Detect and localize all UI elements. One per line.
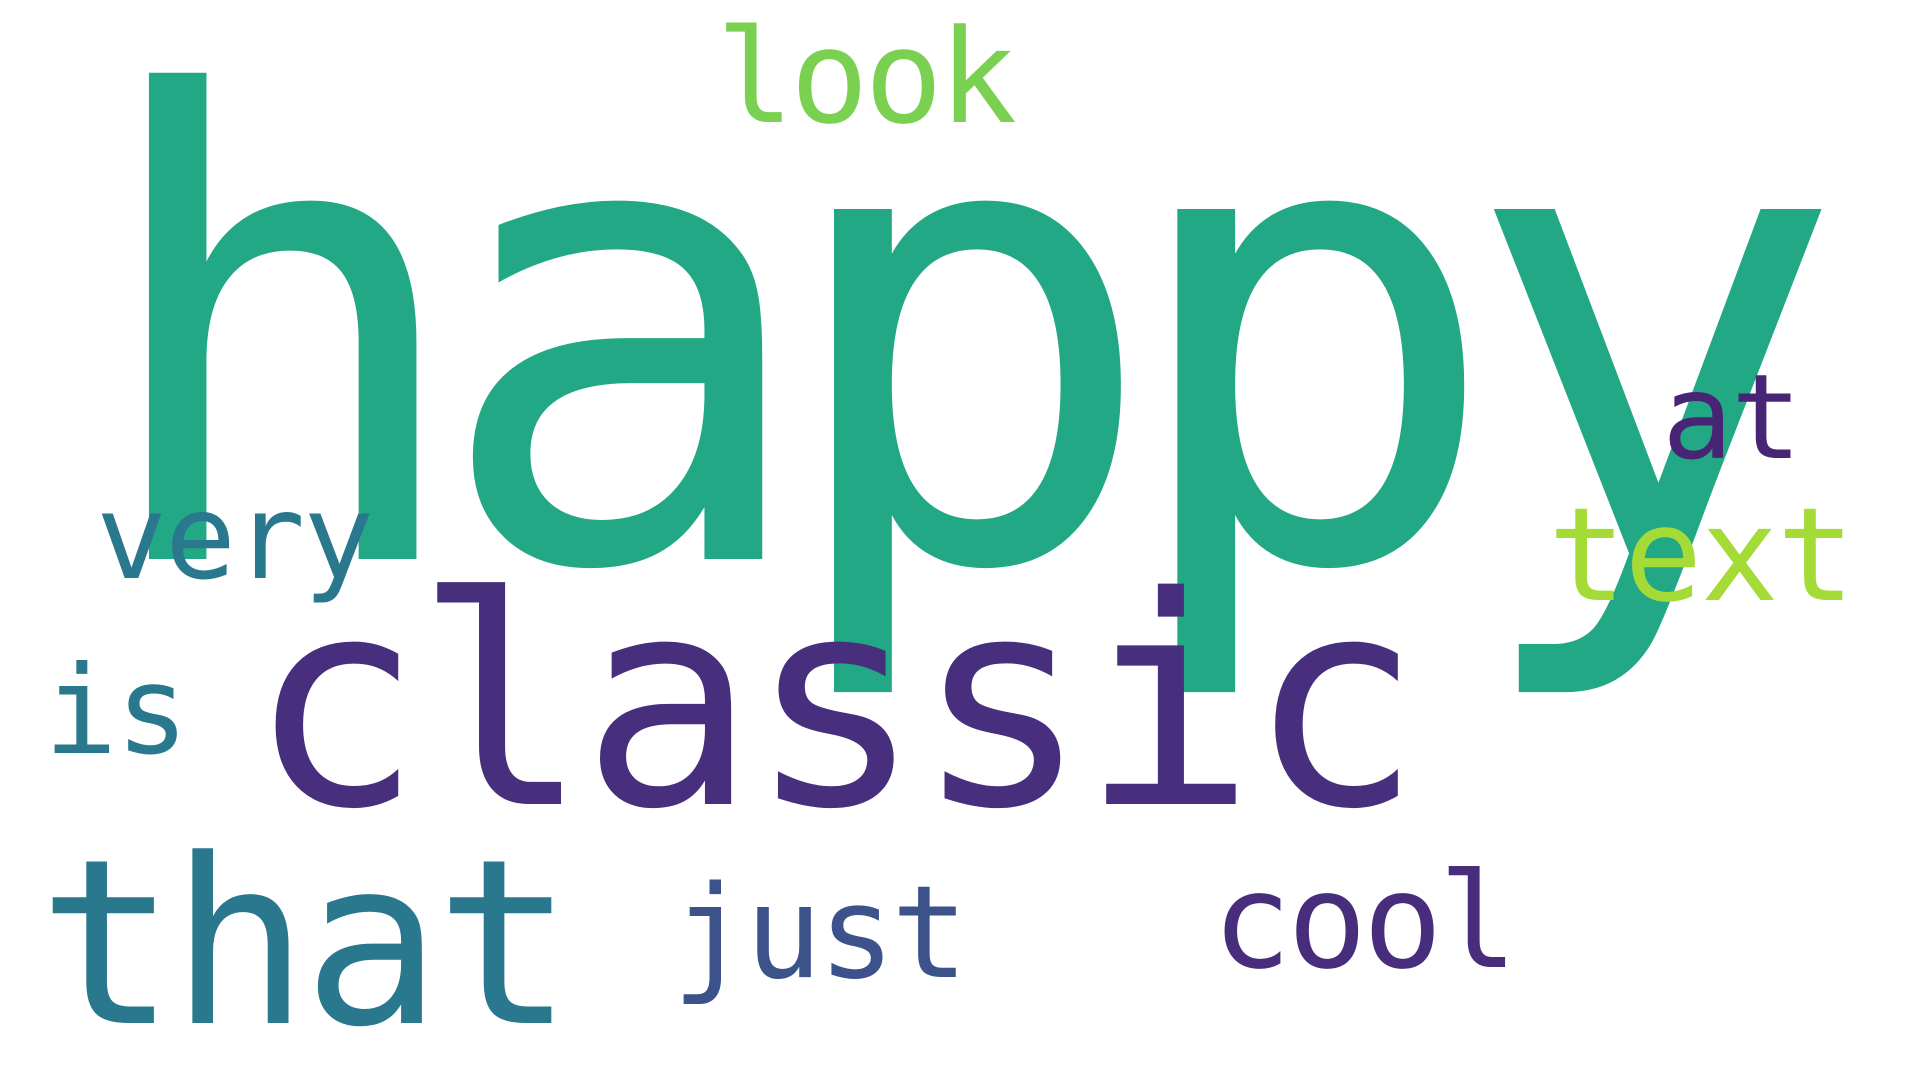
word-look: look [716, 1, 1017, 153]
word-very: very [96, 468, 374, 606]
word-that: that [38, 811, 574, 1078]
word-text: text [1548, 479, 1855, 631]
word-at: at [1662, 348, 1802, 486]
word-classic: classic [248, 536, 1422, 873]
word-just: just [672, 859, 968, 1008]
word-happy: happy [88, 0, 1847, 710]
word-is: is [44, 640, 189, 782]
word-cool: cool [1212, 845, 1518, 999]
